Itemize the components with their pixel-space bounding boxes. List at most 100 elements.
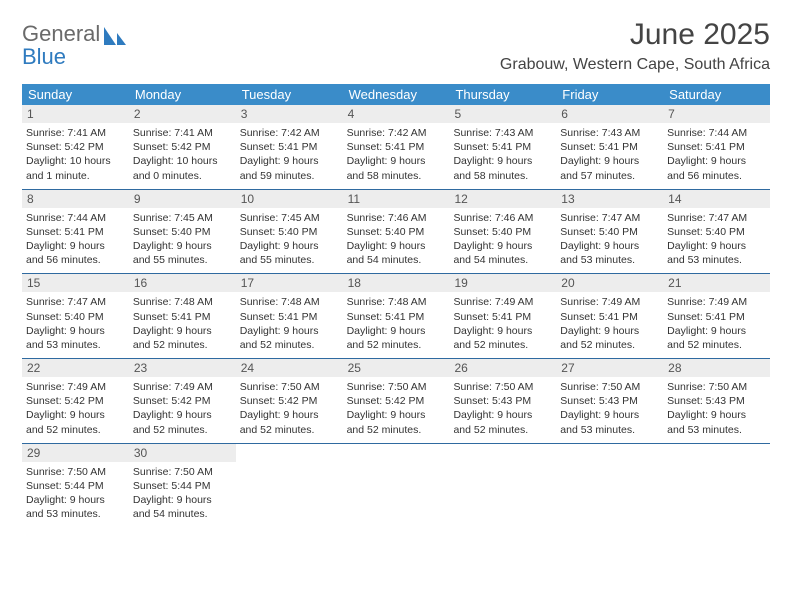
- day-cell: 5Sunrise: 7:43 AMSunset: 5:41 PMDaylight…: [449, 105, 556, 189]
- sunrise-text: Sunrise: 7:48 AM: [347, 295, 446, 309]
- day-body: Sunrise: 7:44 AMSunset: 5:41 PMDaylight:…: [26, 211, 125, 268]
- day-number: 30: [129, 444, 236, 462]
- day-body: Sunrise: 7:43 AMSunset: 5:41 PMDaylight:…: [560, 126, 659, 183]
- day-body: Sunrise: 7:46 AMSunset: 5:40 PMDaylight:…: [453, 211, 552, 268]
- day-number: [236, 444, 343, 448]
- sunrise-text: Sunrise: 7:45 AM: [133, 211, 232, 225]
- daylight-text: Daylight: 9 hours and 52 minutes.: [133, 408, 232, 436]
- day-number: 6: [556, 105, 663, 123]
- day-number: 25: [343, 359, 450, 377]
- day-number: 10: [236, 190, 343, 208]
- day-cell: [236, 444, 343, 528]
- sunrise-text: Sunrise: 7:46 AM: [453, 211, 552, 225]
- sunrise-text: Sunrise: 7:50 AM: [667, 380, 766, 394]
- daylight-text: Daylight: 9 hours and 56 minutes.: [667, 154, 766, 182]
- daylight-text: Daylight: 9 hours and 52 minutes.: [347, 324, 446, 352]
- daylight-text: Daylight: 9 hours and 52 minutes.: [133, 324, 232, 352]
- sunset-text: Sunset: 5:41 PM: [560, 140, 659, 154]
- day-cell: 8Sunrise: 7:44 AMSunset: 5:41 PMDaylight…: [22, 190, 129, 274]
- sunset-text: Sunset: 5:44 PM: [26, 479, 125, 493]
- daylight-text: Daylight: 9 hours and 53 minutes.: [560, 408, 659, 436]
- day-number: [449, 444, 556, 448]
- day-body: Sunrise: 7:47 AMSunset: 5:40 PMDaylight:…: [560, 211, 659, 268]
- day-body: Sunrise: 7:49 AMSunset: 5:42 PMDaylight:…: [133, 380, 232, 437]
- day-body: Sunrise: 7:44 AMSunset: 5:41 PMDaylight:…: [667, 126, 766, 183]
- day-cell: 24 Sunrise: 7:50 AMSunset: 5:42 PMDayligh…: [236, 359, 343, 443]
- day-number: 14: [663, 190, 770, 208]
- day-number: 24: [236, 359, 343, 377]
- day-body: Sunrise: 7:49 AMSunset: 5:41 PMDaylight:…: [560, 295, 659, 352]
- day-cell: 27 Sunrise: 7:50 AMSunset: 5:43 PMDayligh…: [556, 359, 663, 443]
- day-body: Sunrise: 7:48 AMSunset: 5:41 PMDaylight:…: [240, 295, 339, 352]
- sunrise-text: Sunrise: 7:50 AM: [453, 380, 552, 394]
- sunrise-text: Sunrise: 7:50 AM: [133, 465, 232, 479]
- day-number: 9: [129, 190, 236, 208]
- logo-blue: Blue: [22, 45, 100, 68]
- header: General Blue June 2025 Grabouw, Western …: [22, 18, 770, 74]
- sunset-text: Sunset: 5:40 PM: [453, 225, 552, 239]
- day-cell: 18Sunrise: 7:48 AMSunset: 5:41 PMDayligh…: [343, 274, 450, 358]
- day-cell: 29Sunrise: 7:50 AMSunset: 5:44 PMDayligh…: [22, 444, 129, 528]
- sunset-text: Sunset: 5:43 PM: [560, 394, 659, 408]
- day-cell: 11Sunrise: 7:46 AMSunset: 5:40 PMDayligh…: [343, 190, 450, 274]
- sunrise-text: Sunrise: 7:43 AM: [453, 126, 552, 140]
- sunrise-text: Sunrise: 7:49 AM: [133, 380, 232, 394]
- day-number: 27: [556, 359, 663, 377]
- sunset-text: Sunset: 5:41 PM: [667, 140, 766, 154]
- weekday-header: Tuesday: [236, 84, 343, 105]
- sunset-text: Sunset: 5:42 PM: [240, 394, 339, 408]
- day-number: [663, 444, 770, 448]
- location-subtitle: Grabouw, Western Cape, South Africa: [500, 56, 770, 74]
- day-cell: 23 Sunrise: 7:49 AMSunset: 5:42 PMDayligh…: [129, 359, 236, 443]
- daylight-text: Daylight: 9 hours and 59 minutes.: [240, 154, 339, 182]
- title-block: June 2025 Grabouw, Western Cape, South A…: [500, 18, 770, 74]
- day-cell: 14 Sunrise: 7:47 AMSunset: 5:40 PMDayligh…: [663, 190, 770, 274]
- logo: General Blue: [22, 18, 128, 68]
- day-body: Sunrise: 7:49 AMSunset: 5:42 PMDaylight:…: [26, 380, 125, 437]
- day-cell: 10 Sunrise: 7:45 AMSunset: 5:40 PMDayligh…: [236, 190, 343, 274]
- calendar-page: General Blue June 2025 Grabouw, Western …: [0, 0, 792, 545]
- day-number: [556, 444, 663, 448]
- weekday-header-row: Sunday Monday Tuesday Wednesday Thursday…: [22, 84, 770, 105]
- sunset-text: Sunset: 5:43 PM: [453, 394, 552, 408]
- day-cell: 9 Sunrise: 7:45 AMSunset: 5:40 PMDaylight…: [129, 190, 236, 274]
- sunrise-text: Sunrise: 7:43 AM: [560, 126, 659, 140]
- weekday-header: Sunday: [22, 84, 129, 105]
- day-body: Sunrise: 7:47 AMSunset: 5:40 PMDaylight:…: [667, 211, 766, 268]
- sunset-text: Sunset: 5:42 PM: [133, 140, 232, 154]
- day-body: Sunrise: 7:50 AMSunset: 5:44 PMDaylight:…: [26, 465, 125, 522]
- sunset-text: Sunset: 5:40 PM: [240, 225, 339, 239]
- day-number: 1: [22, 105, 129, 123]
- logo-sail-icon: [102, 25, 128, 47]
- day-number: 22: [22, 359, 129, 377]
- day-number: 23: [129, 359, 236, 377]
- daylight-text: Daylight: 9 hours and 53 minutes.: [667, 408, 766, 436]
- day-body: Sunrise: 7:50 AMSunset: 5:43 PMDaylight:…: [560, 380, 659, 437]
- sunset-text: Sunset: 5:40 PM: [26, 310, 125, 324]
- day-cell: 2Sunrise: 7:41 AMSunset: 5:42 PMDaylight…: [129, 105, 236, 189]
- calendar: Sunday Monday Tuesday Wednesday Thursday…: [22, 84, 770, 527]
- sunset-text: Sunset: 5:41 PM: [240, 140, 339, 154]
- weekday-header: Saturday: [663, 84, 770, 105]
- day-body: Sunrise: 7:45 AMSunset: 5:40 PMDaylight:…: [133, 211, 232, 268]
- sunrise-text: Sunrise: 7:50 AM: [240, 380, 339, 394]
- daylight-text: Daylight: 9 hours and 52 minutes.: [347, 408, 446, 436]
- day-cell: 19Sunrise: 7:49 AMSunset: 5:41 PMDayligh…: [449, 274, 556, 358]
- day-body: Sunrise: 7:43 AMSunset: 5:41 PMDaylight:…: [453, 126, 552, 183]
- sunrise-text: Sunrise: 7:50 AM: [26, 465, 125, 479]
- sunrise-text: Sunrise: 7:41 AM: [26, 126, 125, 140]
- day-body: Sunrise: 7:50 AMSunset: 5:42 PMDaylight:…: [240, 380, 339, 437]
- sunrise-text: Sunrise: 7:48 AM: [133, 295, 232, 309]
- sunset-text: Sunset: 5:43 PM: [667, 394, 766, 408]
- daylight-text: Daylight: 9 hours and 54 minutes.: [453, 239, 552, 267]
- day-cell: [556, 444, 663, 528]
- daylight-text: Daylight: 9 hours and 52 minutes.: [26, 408, 125, 436]
- day-cell: 3Sunrise: 7:42 AMSunset: 5:41 PMDaylight…: [236, 105, 343, 189]
- daylight-text: Daylight: 9 hours and 53 minutes.: [26, 324, 125, 352]
- day-number: [343, 444, 450, 448]
- day-cell: 20Sunrise: 7:49 AMSunset: 5:41 PMDayligh…: [556, 274, 663, 358]
- day-cell: [343, 444, 450, 528]
- day-body: Sunrise: 7:45 AMSunset: 5:40 PMDaylight:…: [240, 211, 339, 268]
- weekday-header: Friday: [556, 84, 663, 105]
- day-number: 12: [449, 190, 556, 208]
